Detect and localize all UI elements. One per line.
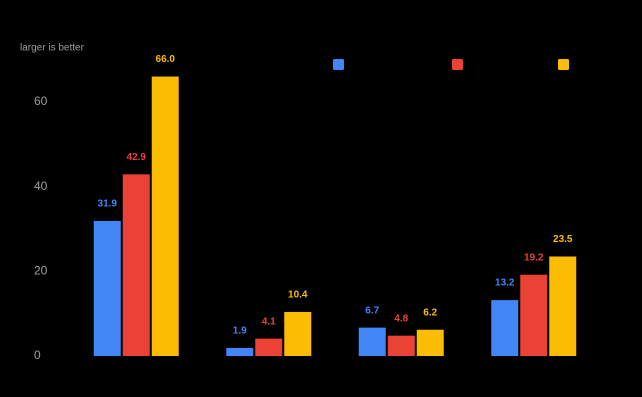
legend-swatch <box>558 59 569 70</box>
annotation: larger is better <box>20 43 85 54</box>
value-label: 31.9 <box>98 199 118 210</box>
value-label: 13.2 <box>495 278 515 289</box>
bar <box>284 311 312 356</box>
value-label: 6.7 <box>365 305 379 316</box>
y-tick-label: 20 <box>34 263 48 277</box>
legend-swatch <box>333 59 344 70</box>
bar <box>549 256 577 356</box>
bar <box>93 220 121 356</box>
bar <box>122 174 150 356</box>
bar <box>520 274 548 356</box>
bar <box>358 327 386 356</box>
value-label: 10.4 <box>288 290 308 301</box>
value-label: 1.9 <box>233 326 247 337</box>
bar <box>491 300 519 356</box>
value-label: 6.2 <box>423 307 437 318</box>
value-label: 4.1 <box>262 316 276 327</box>
y-tick-label: 60 <box>34 94 48 108</box>
y-tick-label: 0 <box>34 348 41 362</box>
bar <box>151 76 179 356</box>
value-label: 4.8 <box>394 313 408 324</box>
value-label: 19.2 <box>524 252 544 263</box>
bar <box>255 338 283 356</box>
value-label: 42.9 <box>127 152 147 163</box>
legend-swatch <box>452 59 463 70</box>
bar <box>226 347 254 356</box>
bar <box>387 335 415 356</box>
value-label: 23.5 <box>553 234 573 245</box>
value-label: 66.0 <box>156 54 176 65</box>
y-tick-label: 40 <box>34 179 48 193</box>
bar <box>416 329 444 356</box>
